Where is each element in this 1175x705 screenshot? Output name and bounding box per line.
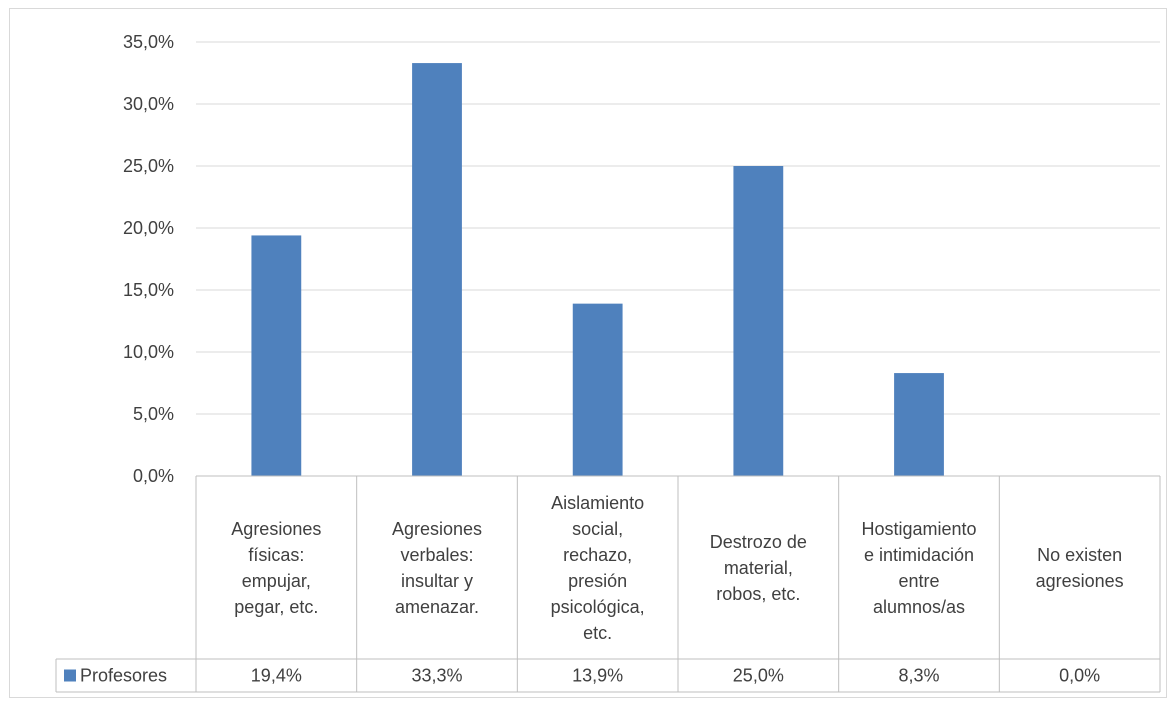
data-label: 19,4%: [251, 666, 302, 686]
legend-swatch: [64, 669, 76, 682]
category-label: Agresiones físicas: empujar, pegar, etc.: [231, 519, 321, 617]
category-label: Aislamiento social, rechazo, presión psicoló…: [551, 493, 645, 643]
data-label: 13,9%: [572, 666, 623, 686]
category-label: Destrozo de material, robos, etc.: [710, 532, 807, 604]
y-tick-label: 10,0%: [123, 342, 174, 362]
bar: [251, 235, 302, 476]
y-tick-label: 35,0%: [123, 32, 174, 52]
category-label: Agresiones verbales: insultar y amenazar.: [392, 519, 482, 617]
bar: [412, 63, 462, 477]
data-label: 25,0%: [733, 666, 784, 686]
legend-series-name: Profesores: [80, 666, 167, 686]
y-tick-label: 20,0%: [123, 218, 174, 238]
y-tick-label: 15,0%: [123, 280, 174, 300]
category-label: No existen agresiones: [1036, 545, 1124, 591]
data-label: 33,3%: [411, 666, 462, 686]
y-tick-label: 25,0%: [123, 156, 174, 176]
data-label: 0,0%: [1059, 666, 1100, 686]
y-tick-label: 30,0%: [123, 94, 174, 114]
bar: [733, 166, 784, 476]
y-tick-label: 5,0%: [133, 404, 174, 424]
y-tick-label: 0,0%: [133, 466, 174, 486]
data-label: 8,3%: [898, 666, 939, 686]
category-label: Hostigamiento e intimidación entre alumnos/…: [861, 519, 976, 617]
chart-frame: [9, 8, 1167, 698]
bar: [894, 373, 944, 476]
bar: [572, 303, 623, 476]
